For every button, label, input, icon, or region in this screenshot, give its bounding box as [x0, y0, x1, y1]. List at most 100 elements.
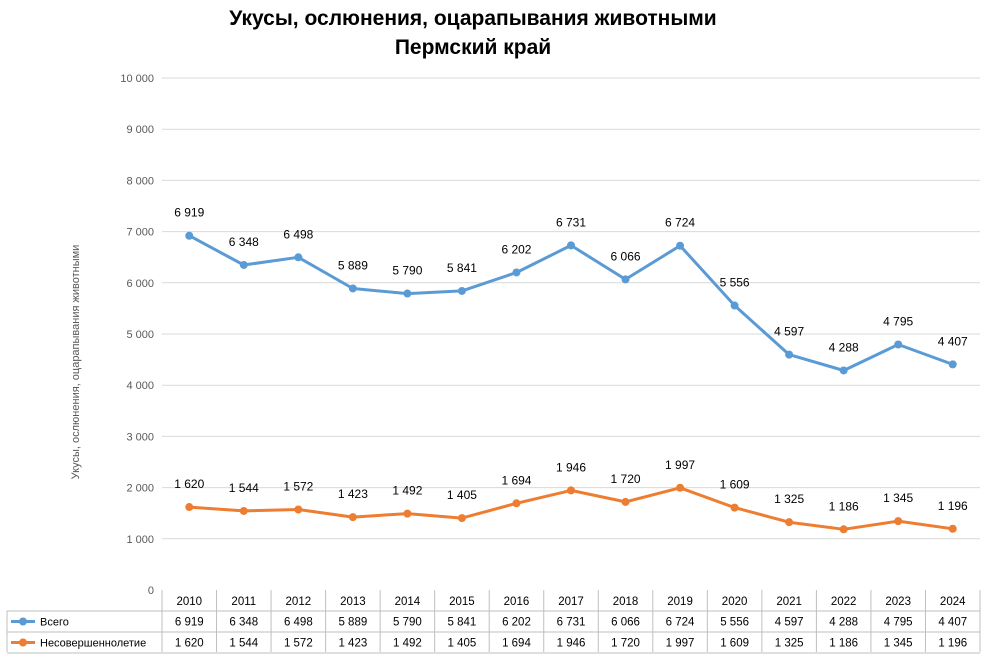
data-label: 1 492	[392, 484, 422, 498]
data-label: 1 196	[938, 499, 968, 513]
y-tick-label: 0	[148, 585, 154, 597]
x-tick-label: 2020	[722, 596, 748, 608]
data-label: 1 325	[774, 492, 804, 506]
data-label: 1 720	[611, 472, 641, 486]
y-tick-label: 8 000	[126, 175, 154, 187]
data-point	[730, 503, 739, 512]
data-point	[676, 241, 685, 250]
table-cell: 5 556	[720, 617, 749, 629]
data-label: 6 066	[611, 249, 641, 263]
data-point	[567, 241, 575, 250]
data-label: 1 186	[829, 499, 859, 513]
data-table: 2010 2011 2012 2013 2014 2015 2016 2017 2018 2019…	[6, 590, 981, 654]
table-cell: 6 724	[666, 617, 695, 629]
data-label: 6 731	[556, 215, 586, 229]
data-point	[676, 483, 685, 492]
table-cell: 4 407	[938, 617, 967, 629]
table-cell: 6 348	[229, 617, 258, 629]
grid-lines	[162, 77, 980, 540]
data-point	[839, 366, 848, 375]
table-cell: 1 544	[229, 638, 258, 650]
y-axis-tick-labels: 0 1 000 2 000 3 000 4 000 5 000 6 000 7 000 8 00…	[120, 73, 154, 597]
table-cell: 1 609	[720, 638, 749, 650]
data-label: 1 946	[556, 460, 586, 474]
data-point	[294, 253, 303, 262]
x-tick-label: 2021	[776, 596, 802, 608]
data-point	[185, 503, 194, 512]
data-label: 4 407	[938, 334, 968, 348]
data-label: 6 724	[665, 216, 695, 230]
legend-key-marker	[19, 638, 27, 647]
data-label: 1 572	[283, 480, 313, 494]
table-cell: 5 889	[338, 617, 367, 629]
table-cell: 1 345	[884, 638, 913, 650]
data-label: 1 423	[338, 487, 368, 501]
data-label: 1 609	[720, 478, 750, 492]
table-cell: 1 196	[938, 638, 967, 650]
x-tick-label: 2024	[940, 596, 966, 608]
table-cell: 5 841	[448, 617, 477, 629]
y-tick-label: 1 000	[126, 534, 154, 546]
data-label: 1 620	[174, 477, 204, 491]
data-label: 4 795	[883, 314, 913, 328]
x-tick-label: 2019	[667, 596, 693, 608]
data-point	[457, 286, 466, 295]
x-tick-label: 2013	[340, 596, 366, 608]
x-tick-label: 2010	[176, 596, 202, 608]
data-point	[621, 275, 630, 284]
table-cell: 1 694	[502, 638, 531, 650]
y-tick-label: 4 000	[126, 380, 154, 392]
data-label: 1 405	[447, 488, 477, 502]
data-point	[239, 506, 248, 515]
data-label: 1 694	[501, 473, 531, 487]
table-cell: 5 790	[393, 617, 422, 629]
data-point	[948, 524, 957, 533]
x-tick-label: 2023	[885, 596, 911, 608]
data-point	[512, 499, 521, 508]
data-point	[457, 514, 466, 523]
y-tick-label: 3 000	[126, 431, 154, 443]
table-cell: 1 423	[338, 638, 367, 650]
table-cell: 1 720	[611, 638, 640, 650]
chart-subtitle: Пермский край	[394, 36, 552, 59]
y-tick-label: 9 000	[126, 124, 154, 136]
x-tick-label: 2016	[504, 596, 530, 608]
data-label: 5 790	[392, 264, 422, 278]
data-label: 5 889	[338, 258, 368, 272]
x-tick-label: 2011	[231, 596, 256, 608]
legend-label: Всего	[40, 617, 69, 629]
chart-title-block: Укусы, ослюнения, оцарапывания животными…	[0, 4, 946, 62]
data-point	[785, 350, 794, 359]
data-point	[512, 268, 521, 277]
x-tick-label: 2014	[395, 596, 421, 608]
data-point	[948, 360, 957, 369]
data-label: 1 997	[665, 458, 695, 472]
data-point	[894, 517, 903, 526]
y-tick-label: 6 000	[126, 278, 154, 290]
x-tick-label: 2017	[558, 596, 584, 608]
chart-title: Укусы, ослюнения, оцарапывания животными	[229, 7, 717, 30]
data-labels: 6 919 6 348 6 498 5 889 5 790 5 841 6 202 6 731…	[174, 206, 968, 514]
data-label: 4 597	[774, 325, 804, 339]
data-point	[567, 486, 575, 495]
data-point	[348, 513, 357, 522]
data-point	[294, 505, 303, 514]
data-point	[839, 525, 848, 534]
data-label: 1 345	[883, 491, 913, 505]
table-cell: 6 919	[175, 617, 204, 629]
table-cell: 1 405	[448, 638, 477, 650]
table-cell: 1 186	[829, 638, 858, 650]
data-label: 5 556	[720, 276, 750, 290]
table-cell: 4 795	[884, 617, 913, 629]
data-point	[730, 301, 739, 310]
table-cell: 1 620	[175, 638, 204, 650]
data-point	[348, 284, 357, 293]
legend-key-marker	[19, 617, 27, 626]
table-cell: 6 498	[284, 617, 313, 629]
table-cell: 4 288	[829, 617, 858, 629]
table-cell: 1 325	[775, 638, 804, 650]
table-cell: 1 946	[557, 638, 586, 650]
data-point	[621, 497, 630, 506]
x-tick-label: 2018	[613, 596, 639, 608]
